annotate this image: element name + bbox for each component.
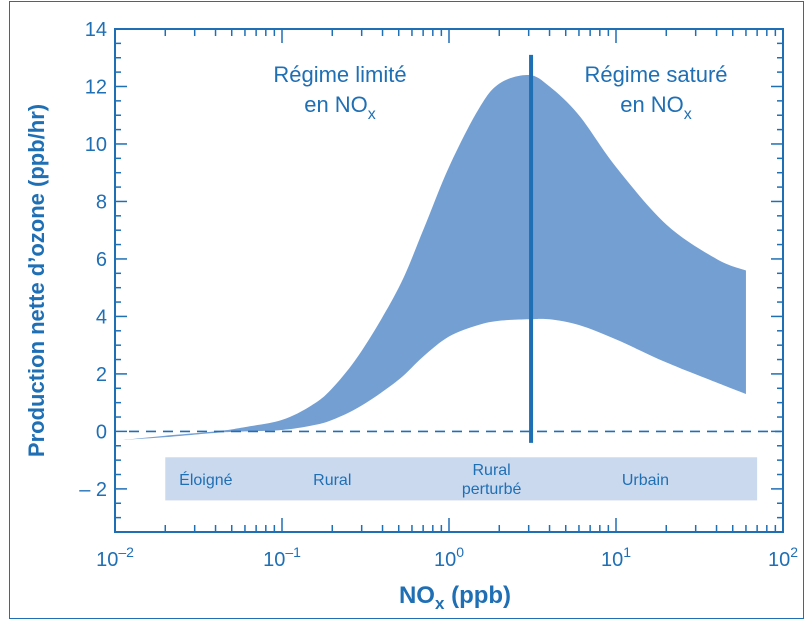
band-layer [121,74,746,441]
zone-bar [165,457,758,501]
zone-layer: Éloigné Rural Rural perturbé Urbain [165,457,758,501]
y-tick-label: 0 [96,421,107,443]
y-tick-label: 6 [96,249,107,271]
x-axis-title: NOx (ppb) [399,582,511,613]
ozone-production-band [121,74,746,441]
y-axis-title: Production nette d’ozone (ppb/hr) [24,104,49,457]
x-tick-label: 100 [434,544,464,571]
y-tick-label: 8 [96,191,107,213]
y-tick-label: 4 [96,306,107,328]
y-tick-label: 2 [96,364,107,386]
regime-label-saturated-line2: en NOx [620,92,692,123]
regime-label-limited-line2: en NOx [304,92,376,123]
zone-label-rural-line1: Rural [473,462,511,479]
regime-label-saturated-line1: Régime saturé [584,62,727,87]
x-tick-label: 101 [601,544,631,571]
zone-label-rural: Rural [313,472,351,489]
y-tick-label: – 2 [79,479,107,501]
label-layer: NOx (ppb) Production nette d’ozone (ppb/h… [24,62,728,613]
x-tick-label: 10–1 [263,544,301,571]
line-layer [129,54,781,443]
y-tick-label: 10 [85,134,107,156]
figure-frame [9,1,804,619]
x-tick-label: 102 [768,544,798,571]
axis-layer: 14 12 10 8 6 4 2 0 – 2 10–2 10–1 100 101 102 [79,19,798,571]
regime-label-limited-line1: Régime limité [273,62,406,87]
zone-label-rural-line2: perturbé [462,481,522,498]
zone-label-urbain: Urbain [622,472,669,489]
zone-label-loign: Éloigné [179,470,232,489]
y-tick-label: 12 [85,76,107,98]
x-tick-label: 10–2 [96,544,134,571]
y-tick-label: 14 [85,19,107,41]
